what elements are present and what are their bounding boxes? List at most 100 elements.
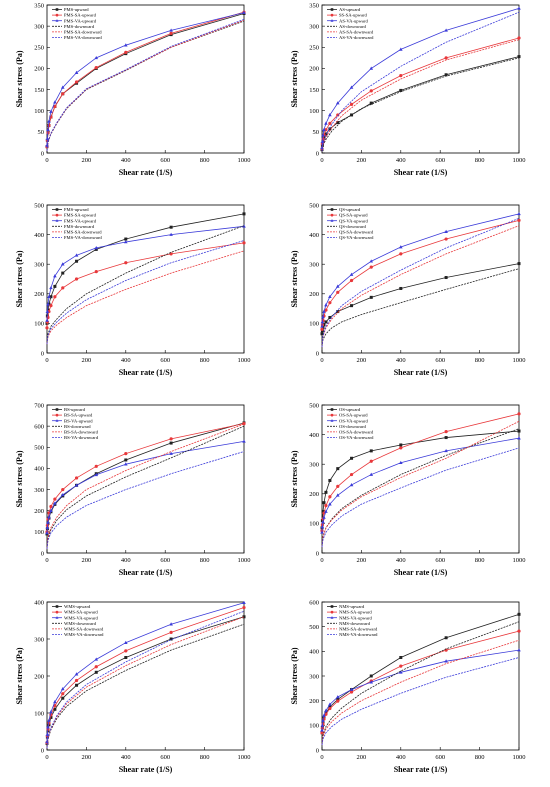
data-point bbox=[328, 315, 332, 319]
data-point bbox=[322, 515, 326, 519]
data-point bbox=[94, 270, 98, 274]
data-point bbox=[328, 705, 332, 709]
data-point bbox=[46, 302, 50, 306]
data-point bbox=[61, 692, 65, 696]
data-point bbox=[124, 452, 128, 456]
legend-entry: WMS-SA-upward bbox=[64, 610, 98, 615]
legend-marker bbox=[330, 13, 334, 17]
y-tick-label: 0 bbox=[316, 550, 319, 557]
legend-marker bbox=[330, 8, 334, 11]
legend-marker bbox=[55, 616, 59, 619]
data-point bbox=[49, 295, 53, 299]
legend-entry: FMS-VA-upward bbox=[64, 218, 97, 223]
legend-entry: FMS-SA-downward bbox=[64, 230, 102, 235]
legend-entry: NMS-SA-upward bbox=[339, 610, 372, 615]
data-point bbox=[369, 674, 373, 678]
data-point bbox=[517, 429, 521, 433]
data-point bbox=[328, 127, 332, 131]
x-tick-label: 200 bbox=[82, 754, 92, 761]
data-point bbox=[74, 476, 79, 480]
data-point bbox=[46, 127, 50, 132]
series-line bbox=[46, 440, 245, 533]
x-tick-label: 0 bbox=[45, 157, 48, 164]
data-point bbox=[324, 490, 328, 494]
y-axis-title: Shear stress (Pa) bbox=[290, 450, 299, 507]
x-tick-label: 800 bbox=[475, 557, 485, 564]
y-tick-label: 500 bbox=[309, 402, 319, 409]
legend-entry: BS-SA-downward bbox=[64, 430, 99, 435]
y-tick-label: 100 bbox=[34, 529, 44, 536]
chart-svg: 0 200 400 600 800 1000 0 50 100 150 200 250 300 350 Sh… bbox=[290, 2, 526, 177]
y-axis-title: Shear stress (Pa) bbox=[290, 250, 299, 307]
x-tick-label: 800 bbox=[200, 357, 210, 364]
data-point bbox=[74, 70, 79, 74]
y-tick-label: 100 bbox=[309, 521, 319, 528]
data-point bbox=[94, 665, 98, 669]
series-line bbox=[46, 20, 245, 151]
x-tick-label: 1000 bbox=[238, 557, 251, 564]
legend-entry: BS-upward bbox=[64, 407, 86, 412]
chart-panel-4: 0 200 400 600 800 1000 0 100 200 300 400 500 Shear r… bbox=[275, 200, 550, 390]
legend-marker bbox=[55, 8, 59, 11]
y-tick-label: 0 bbox=[316, 747, 319, 754]
chart-svg: 0 200 400 600 800 1000 0 100 200 300 400 500 600 700 S… bbox=[15, 402, 251, 577]
data-point bbox=[169, 637, 173, 641]
data-point bbox=[320, 324, 324, 328]
legend-entry: WMS-VA-upward bbox=[64, 615, 99, 620]
x-tick-label: 200 bbox=[357, 754, 367, 761]
series-line bbox=[321, 447, 520, 548]
chart-panel-2: 0 200 400 600 800 1000 0 50 100 150 200 250 300 350 Sh… bbox=[275, 0, 550, 190]
legend-entry: FMS-downward bbox=[64, 224, 95, 229]
data-point bbox=[328, 502, 332, 506]
series-line bbox=[46, 250, 245, 345]
data-point bbox=[61, 487, 65, 492]
x-axis-title: Shear rate (1/S) bbox=[119, 568, 173, 577]
data-point bbox=[75, 683, 79, 687]
y-axis-title: Shear stress (Pa) bbox=[15, 450, 24, 507]
x-tick-label: 0 bbox=[45, 754, 48, 761]
data-point bbox=[369, 295, 373, 299]
y-tick-label: 200 bbox=[309, 698, 319, 705]
series-line bbox=[46, 610, 245, 749]
data-point bbox=[53, 284, 57, 288]
data-point bbox=[320, 327, 324, 331]
series-line bbox=[46, 225, 245, 345]
chart-panel-6: 0 200 400 600 800 1000 0 100 200 300 400 500 Shear r… bbox=[275, 400, 550, 590]
y-tick-label: 300 bbox=[309, 462, 319, 469]
legend-entry: AS-downward bbox=[339, 24, 366, 29]
series-line bbox=[321, 225, 520, 348]
data-point bbox=[169, 31, 173, 35]
y-tick-label: 150 bbox=[309, 87, 319, 94]
x-tick-label: 0 bbox=[320, 754, 323, 761]
legend-entry: QS-SA-upward bbox=[339, 213, 368, 218]
x-tick-label: 0 bbox=[320, 357, 323, 364]
legend-entry: QS-VA-upward bbox=[339, 218, 368, 223]
legend-entry: BS-downward bbox=[64, 424, 91, 429]
data-point bbox=[369, 265, 373, 269]
data-point bbox=[242, 439, 246, 443]
y-tick-label: 400 bbox=[34, 466, 44, 473]
x-tick-label: 600 bbox=[160, 557, 170, 564]
legend-entry: PMS-VA-downward bbox=[64, 35, 102, 40]
data-point bbox=[94, 65, 98, 70]
data-point bbox=[45, 531, 49, 535]
data-point bbox=[322, 501, 326, 505]
data-point bbox=[369, 459, 373, 463]
series-line bbox=[321, 217, 520, 348]
y-tick-label: 0 bbox=[41, 350, 44, 357]
legend-marker bbox=[330, 213, 334, 217]
data-point bbox=[324, 308, 328, 312]
chart-panel-7: 0 200 400 600 800 1000 0 100 200 300 400 Shear rate… bbox=[0, 597, 275, 787]
data-point bbox=[49, 715, 53, 719]
legend-marker bbox=[55, 213, 59, 217]
data-point bbox=[53, 295, 57, 299]
legend-entry: AS-SA-downward bbox=[339, 30, 374, 35]
data-point bbox=[517, 629, 521, 633]
y-tick-label: 0 bbox=[316, 350, 319, 357]
legend-entry: QS-upward bbox=[339, 207, 361, 212]
legend-entry: WMS-SA-downward bbox=[64, 627, 104, 632]
legend-entry: OS-VA-downward bbox=[339, 435, 374, 440]
data-point bbox=[124, 458, 128, 462]
data-point bbox=[399, 670, 403, 674]
data-point bbox=[242, 615, 246, 619]
